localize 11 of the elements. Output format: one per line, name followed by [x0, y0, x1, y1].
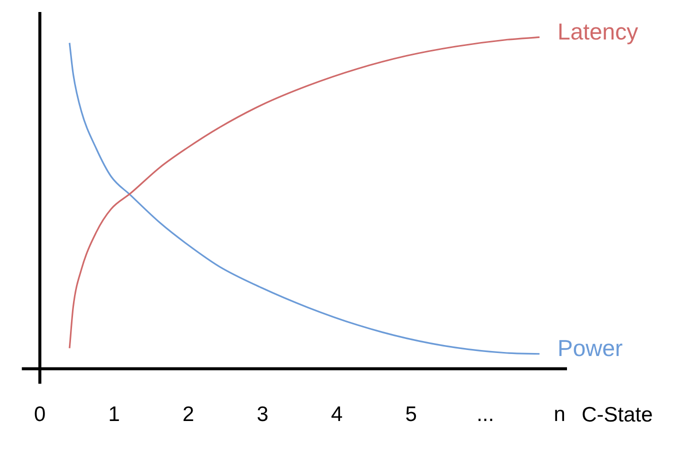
x-tick-label: ...: [476, 403, 494, 426]
x-tick-label: 4: [330, 403, 343, 426]
x-tick-label: 1: [108, 403, 120, 426]
x-tick-label: 5: [405, 403, 417, 426]
x-axis-title: C-State: [582, 404, 653, 427]
x-tick-label: 3: [256, 403, 268, 426]
x-tick-label: 0: [34, 403, 46, 426]
series-label: Latency: [558, 18, 639, 45]
series-label: Power: [558, 335, 624, 362]
x-tick-label: n: [554, 403, 566, 426]
x-tick-label: 2: [182, 403, 194, 426]
